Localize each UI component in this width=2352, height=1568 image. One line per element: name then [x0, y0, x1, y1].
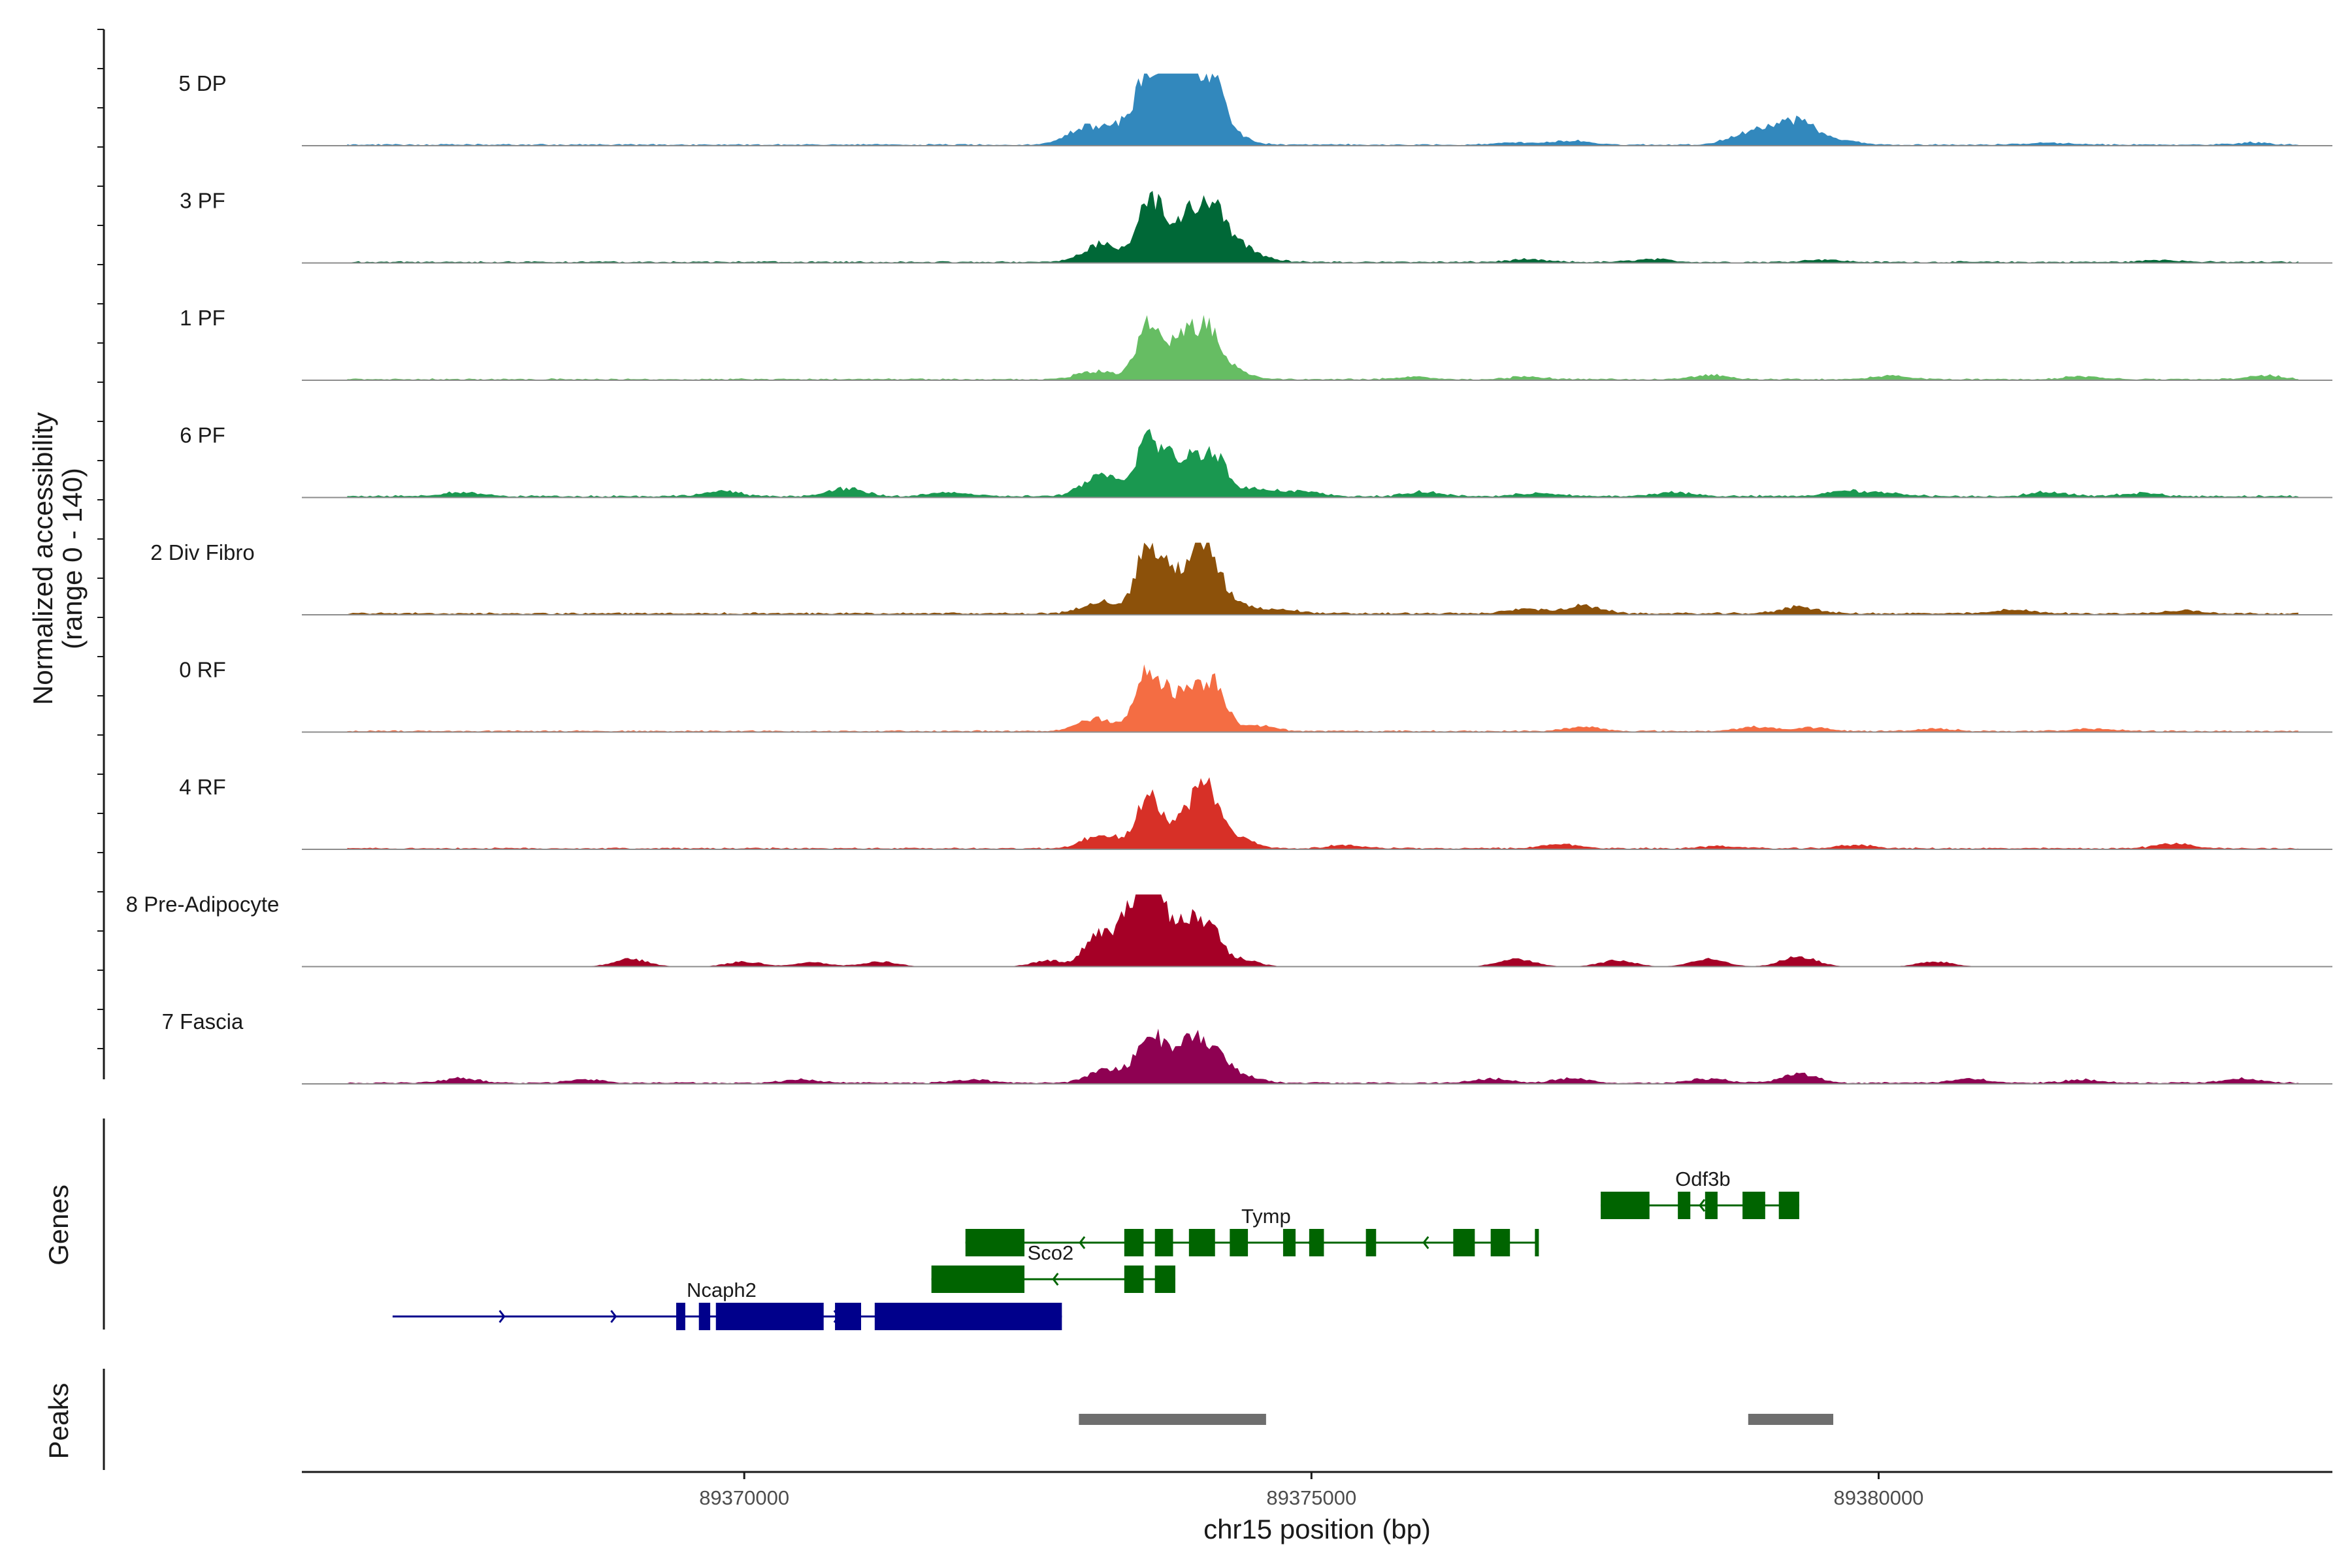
coverage-tracks: 5 DP 3 PF 1 PF 6 PF 2 Div Fibro 0 RF 4 RF 8 Pre… [126, 71, 2332, 1085]
strand-arrow [498, 1310, 506, 1323]
coverage-area [347, 429, 2298, 498]
gene-exon [1490, 1229, 1511, 1256]
track-label: 2 Div Fibro [150, 540, 255, 564]
x-tick-label: 89370000 [699, 1486, 789, 1509]
gene-exon [1154, 1266, 1175, 1293]
coverage-area [347, 777, 2298, 849]
track-7-fascia: 7 Fascia [162, 1009, 2332, 1085]
gene-label: Sco2 [1028, 1241, 1074, 1264]
gene-exon [1230, 1229, 1249, 1256]
strand-arrow [610, 1310, 617, 1323]
track-label: 5 DP [178, 71, 226, 95]
track-label: 3 PF [180, 189, 225, 213]
gene-exon [1365, 1229, 1377, 1256]
peaks-panel-title: Peaks [43, 1383, 74, 1460]
coverage-area [347, 191, 2298, 263]
x-tick-label: 89380000 [1834, 1486, 1924, 1509]
y-axis-title: Normalized accessibility (range 0 - 140) [27, 412, 88, 705]
strand-arrow [1052, 1273, 1059, 1286]
track-8-pre-adipocyte: 8 Pre-Adipocyte [126, 892, 2332, 968]
gene-exon [1124, 1266, 1144, 1293]
track-6-pf: 6 PF [180, 423, 2332, 498]
x-axis-title: chr15 position (bp) [1203, 1514, 1431, 1544]
gene-exon [676, 1303, 685, 1330]
strand-arrow [1699, 1199, 1706, 1212]
track-label: 7 Fascia [162, 1009, 244, 1034]
gene-exon [1601, 1192, 1650, 1219]
gene-exon [874, 1303, 1062, 1330]
gene-exon [1188, 1229, 1215, 1256]
gene-exon [1154, 1229, 1173, 1256]
peak-region [1079, 1414, 1266, 1425]
strand-arrow [1422, 1236, 1429, 1249]
y-axis-title-line2: (range 0 - 140) [57, 468, 88, 649]
y-axis-title-line1: Normalized accessibility [27, 412, 58, 705]
track-2-div-fibro: 2 Div Fibro [150, 540, 2332, 615]
gene-tymp: Tymp [965, 1205, 1539, 1256]
gene-exon [715, 1303, 824, 1330]
coverage-y-axis-ticks [97, 29, 104, 1049]
track-0-rf: 0 RF [179, 658, 2332, 733]
gene-exon [1309, 1229, 1324, 1256]
gene-exon [1124, 1229, 1144, 1256]
coverage-area [347, 1028, 2298, 1084]
gene-exon [1678, 1192, 1691, 1219]
gene-exon [1778, 1192, 1799, 1219]
gene-exon [1282, 1229, 1296, 1256]
gene-odf3b: Odf3b [1601, 1168, 1799, 1219]
track-1-pf: 1 PF [180, 306, 2332, 381]
coverage-area [347, 542, 2298, 615]
coverage-area [347, 315, 2298, 380]
strand-arrow [1079, 1236, 1086, 1249]
peak-region [1748, 1414, 1834, 1425]
gene-exon [1742, 1192, 1765, 1219]
gene-exon [698, 1303, 711, 1330]
x-axis-ticks: 89370000 89375000 89380000 [699, 1472, 1923, 1509]
gene-annotation-track: Ncaph2 Sco2 Tymp Odf3b [392, 1168, 1799, 1330]
coverage-area [347, 664, 2298, 732]
gene-label: Tymp [1241, 1205, 1291, 1228]
track-label: 4 RF [179, 775, 226, 799]
track-label: 0 RF [179, 658, 226, 682]
track-5-dp: 5 DP [178, 71, 2332, 146]
track-3-pf: 3 PF [180, 189, 2332, 264]
gene-ncaph2: Ncaph2 [392, 1279, 1062, 1330]
track-4-rf: 4 RF [179, 775, 2332, 850]
peak-region-track [1079, 1414, 1834, 1425]
gene-label: Odf3b [1675, 1168, 1730, 1190]
gene-exon [965, 1229, 1025, 1256]
genes-panel-title: Genes [43, 1184, 74, 1266]
track-label: 1 PF [180, 306, 225, 330]
gene-exon [835, 1303, 862, 1330]
gene-sco2: Sco2 [931, 1241, 1175, 1293]
gene-exon [1535, 1229, 1539, 1256]
gene-exon [1453, 1229, 1475, 1256]
gene-exon [1705, 1192, 1718, 1219]
track-label: 6 PF [180, 423, 225, 448]
track-label: 8 Pre-Adipocyte [126, 892, 280, 917]
x-tick-label: 89375000 [1266, 1486, 1356, 1509]
coverage-area [347, 894, 2298, 967]
gene-exon [931, 1266, 1025, 1293]
coverage-area [347, 73, 2298, 146]
gene-label: Ncaph2 [687, 1279, 757, 1301]
